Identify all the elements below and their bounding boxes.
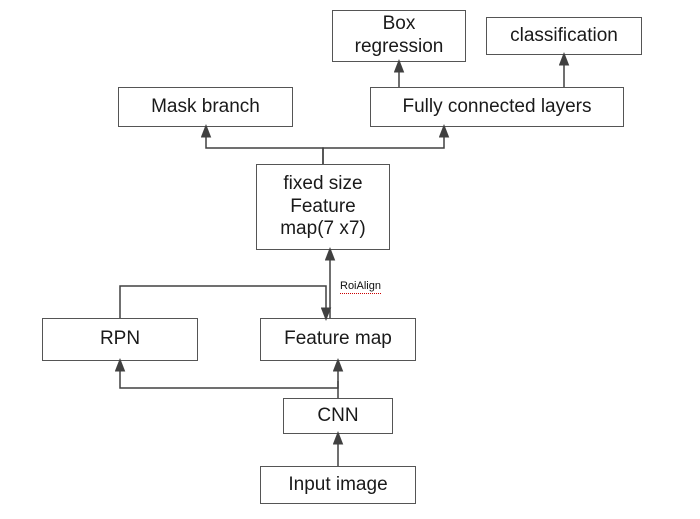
node-label: Mask branch [151,96,260,119]
node-label: CNN [317,405,358,428]
node-box-regression: Box regression [332,10,466,62]
node-feature-map: Feature map [260,318,416,361]
node-label: classification [510,25,618,48]
node-label: Fully connected layers [402,96,591,119]
node-label: Input image [288,474,387,497]
edge-label-text: RoiAlign [340,280,381,294]
node-cnn: CNN [283,398,393,434]
node-mask-branch: Mask branch [118,87,293,127]
edge [323,127,444,164]
node-label: fixed size Feature map(7 x7) [280,173,366,241]
node-label: Box regression [355,13,444,59]
node-input-image: Input image [260,466,416,504]
edges-layer [0,0,700,519]
node-label: Feature map [284,328,392,351]
edge [120,286,326,318]
node-classification: classification [486,17,642,55]
node-fixed-feature-map: fixed size Feature map(7 x7) [256,164,390,250]
edge [120,361,338,388]
edge [206,127,323,164]
node-rpn: RPN [42,318,198,361]
node-fully-connected-layers: Fully connected layers [370,87,624,127]
edge-label-roialign: RoiAlign [340,280,381,292]
node-label: RPN [100,328,140,351]
